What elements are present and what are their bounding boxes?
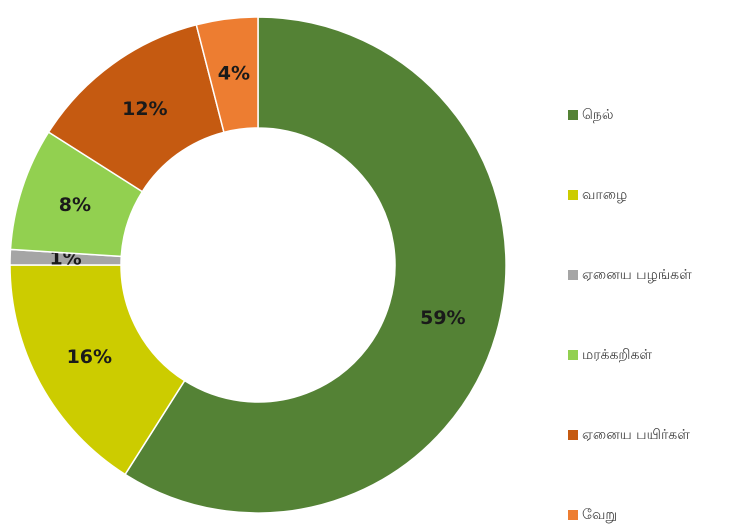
legend-label: ஏனைய பழங்கள் bbox=[582, 267, 692, 283]
legend-label: நெல் bbox=[582, 107, 614, 123]
legend-swatch bbox=[568, 430, 578, 440]
data-label: 59% bbox=[420, 307, 465, 329]
legend-label: வாழை bbox=[582, 187, 627, 203]
data-label: 8% bbox=[59, 194, 91, 216]
legend-swatch bbox=[568, 110, 578, 120]
legend-swatch bbox=[568, 270, 578, 280]
legend-swatch bbox=[568, 510, 578, 520]
legend-swatch bbox=[568, 350, 578, 360]
donut-slice bbox=[195, 16, 259, 134]
data-label: 12% bbox=[122, 98, 167, 120]
data-label: 4% bbox=[218, 63, 250, 85]
donut-slice bbox=[124, 16, 507, 514]
legend-swatch bbox=[568, 190, 578, 200]
legend-label: வேறு bbox=[582, 507, 617, 523]
data-label: 16% bbox=[67, 346, 112, 368]
legend-label: ஏனைய பயிர்கள் bbox=[582, 427, 690, 443]
legend-label: மரக்கறிகள் bbox=[582, 347, 652, 363]
